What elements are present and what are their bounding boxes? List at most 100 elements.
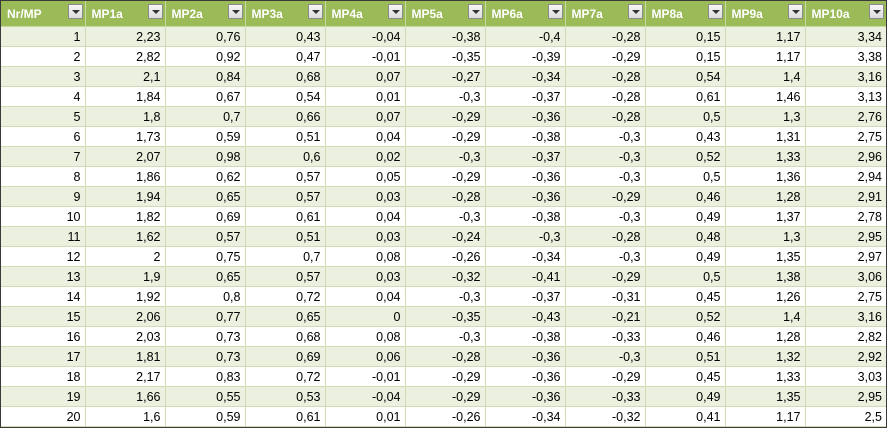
row-number-cell[interactable]: 20 — [1, 407, 85, 427]
data-cell[interactable]: 2,91 — [805, 187, 886, 207]
data-cell[interactable]: 0,03 — [325, 187, 405, 207]
column-header-mp9a[interactable]: MP9a — [725, 1, 805, 27]
row-number-cell[interactable]: 15 — [1, 307, 85, 327]
data-cell[interactable]: 1,94 — [85, 187, 165, 207]
data-cell[interactable]: 0,05 — [325, 167, 405, 187]
data-cell[interactable]: -0,36 — [485, 167, 565, 187]
data-cell[interactable]: -0,01 — [325, 367, 405, 387]
data-cell[interactable]: -0,36 — [485, 347, 565, 367]
data-cell[interactable]: 0,46 — [645, 187, 725, 207]
data-cell[interactable]: -0,24 — [405, 227, 485, 247]
data-cell[interactable]: 0,72 — [245, 367, 325, 387]
data-cell[interactable]: 2,07 — [85, 147, 165, 167]
column-header-mp4a[interactable]: MP4a — [325, 1, 405, 27]
data-cell[interactable]: 0,68 — [245, 327, 325, 347]
data-cell[interactable]: 1,28 — [725, 327, 805, 347]
data-cell[interactable]: -0,28 — [565, 67, 645, 87]
data-cell[interactable]: 0,49 — [645, 207, 725, 227]
data-cell[interactable]: -0,28 — [565, 227, 645, 247]
data-cell[interactable]: 3,03 — [805, 367, 886, 387]
data-cell[interactable]: 0,49 — [645, 247, 725, 267]
data-cell[interactable]: 0,83 — [165, 367, 245, 387]
data-cell[interactable]: 3,16 — [805, 307, 886, 327]
filter-dropdown-icon[interactable] — [228, 4, 243, 19]
data-cell[interactable]: -0,04 — [325, 387, 405, 407]
data-cell[interactable]: -0,3 — [485, 227, 565, 247]
data-cell[interactable]: 1,3 — [725, 107, 805, 127]
data-cell[interactable]: -0,36 — [485, 107, 565, 127]
data-cell[interactable]: -0,26 — [405, 247, 485, 267]
data-cell[interactable]: -0,3 — [405, 87, 485, 107]
data-cell[interactable]: 2,95 — [805, 387, 886, 407]
data-cell[interactable]: 0,45 — [645, 287, 725, 307]
data-cell[interactable]: -0,36 — [485, 187, 565, 207]
column-header-nr-mp[interactable]: Nr/MP — [1, 1, 85, 27]
data-cell[interactable]: -0,3 — [565, 207, 645, 227]
data-cell[interactable]: -0,31 — [565, 287, 645, 307]
data-cell[interactable]: -0,3 — [565, 127, 645, 147]
column-header-mp3a[interactable]: MP3a — [245, 1, 325, 27]
data-cell[interactable]: 1,92 — [85, 287, 165, 307]
data-cell[interactable]: 0,46 — [645, 327, 725, 347]
data-cell[interactable]: 0,01 — [325, 87, 405, 107]
data-cell[interactable]: 0,5 — [645, 267, 725, 287]
data-cell[interactable]: 1,3 — [725, 227, 805, 247]
data-cell[interactable]: 0,73 — [165, 347, 245, 367]
data-cell[interactable]: -0,01 — [325, 47, 405, 67]
data-cell[interactable]: 1,86 — [85, 167, 165, 187]
data-cell[interactable]: -0,29 — [565, 187, 645, 207]
data-cell[interactable]: -0,43 — [485, 307, 565, 327]
data-cell[interactable]: -0,3 — [405, 287, 485, 307]
filter-dropdown-icon[interactable] — [388, 4, 403, 19]
row-number-cell[interactable]: 19 — [1, 387, 85, 407]
data-cell[interactable]: 1,82 — [85, 207, 165, 227]
data-cell[interactable]: 0,51 — [245, 227, 325, 247]
data-cell[interactable]: -0,38 — [405, 27, 485, 47]
data-cell[interactable]: 0,65 — [245, 307, 325, 327]
data-cell[interactable]: -0,29 — [405, 107, 485, 127]
column-header-mp6a[interactable]: MP6a — [485, 1, 565, 27]
data-cell[interactable]: 1,33 — [725, 367, 805, 387]
data-cell[interactable]: 1,4 — [725, 307, 805, 327]
data-cell[interactable]: 3,16 — [805, 67, 886, 87]
data-cell[interactable]: 0,57 — [245, 187, 325, 207]
data-cell[interactable]: 1,84 — [85, 87, 165, 107]
data-cell[interactable]: 0,98 — [165, 147, 245, 167]
row-number-cell[interactable]: 18 — [1, 367, 85, 387]
data-cell[interactable]: 0,73 — [165, 327, 245, 347]
row-number-cell[interactable]: 12 — [1, 247, 85, 267]
data-cell[interactable]: 0 — [325, 307, 405, 327]
data-cell[interactable]: 0,57 — [165, 227, 245, 247]
column-header-mp10a[interactable]: MP10a — [805, 1, 886, 27]
data-cell[interactable]: 2,97 — [805, 247, 886, 267]
data-cell[interactable]: -0,33 — [565, 387, 645, 407]
data-cell[interactable]: 0,7 — [165, 107, 245, 127]
data-cell[interactable]: 0,07 — [325, 107, 405, 127]
data-cell[interactable]: 2,82 — [85, 47, 165, 67]
data-cell[interactable]: -0,3 — [405, 327, 485, 347]
data-cell[interactable]: -0,36 — [485, 387, 565, 407]
data-cell[interactable]: 0,08 — [325, 247, 405, 267]
data-cell[interactable]: -0,04 — [325, 27, 405, 47]
data-cell[interactable]: 2,75 — [805, 127, 886, 147]
data-cell[interactable]: 0,8 — [165, 287, 245, 307]
data-cell[interactable]: 1,17 — [725, 47, 805, 67]
filter-dropdown-icon[interactable] — [788, 4, 803, 19]
data-cell[interactable]: 2,76 — [805, 107, 886, 127]
data-cell[interactable]: 1,28 — [725, 187, 805, 207]
data-cell[interactable]: -0,34 — [485, 407, 565, 427]
data-cell[interactable]: 2,82 — [805, 327, 886, 347]
data-cell[interactable]: 0,61 — [645, 87, 725, 107]
data-cell[interactable]: 0,69 — [245, 347, 325, 367]
filter-dropdown-icon[interactable] — [148, 4, 163, 19]
data-cell[interactable]: 1,38 — [725, 267, 805, 287]
data-cell[interactable]: 2,06 — [85, 307, 165, 327]
data-cell[interactable]: 0,55 — [165, 387, 245, 407]
data-cell[interactable]: 0,08 — [325, 327, 405, 347]
data-cell[interactable]: 0,03 — [325, 227, 405, 247]
data-cell[interactable]: 1,46 — [725, 87, 805, 107]
data-cell[interactable]: 1,8 — [85, 107, 165, 127]
column-header-mp5a[interactable]: MP5a — [405, 1, 485, 27]
data-cell[interactable]: 0,69 — [165, 207, 245, 227]
data-cell[interactable]: 3,34 — [805, 27, 886, 47]
